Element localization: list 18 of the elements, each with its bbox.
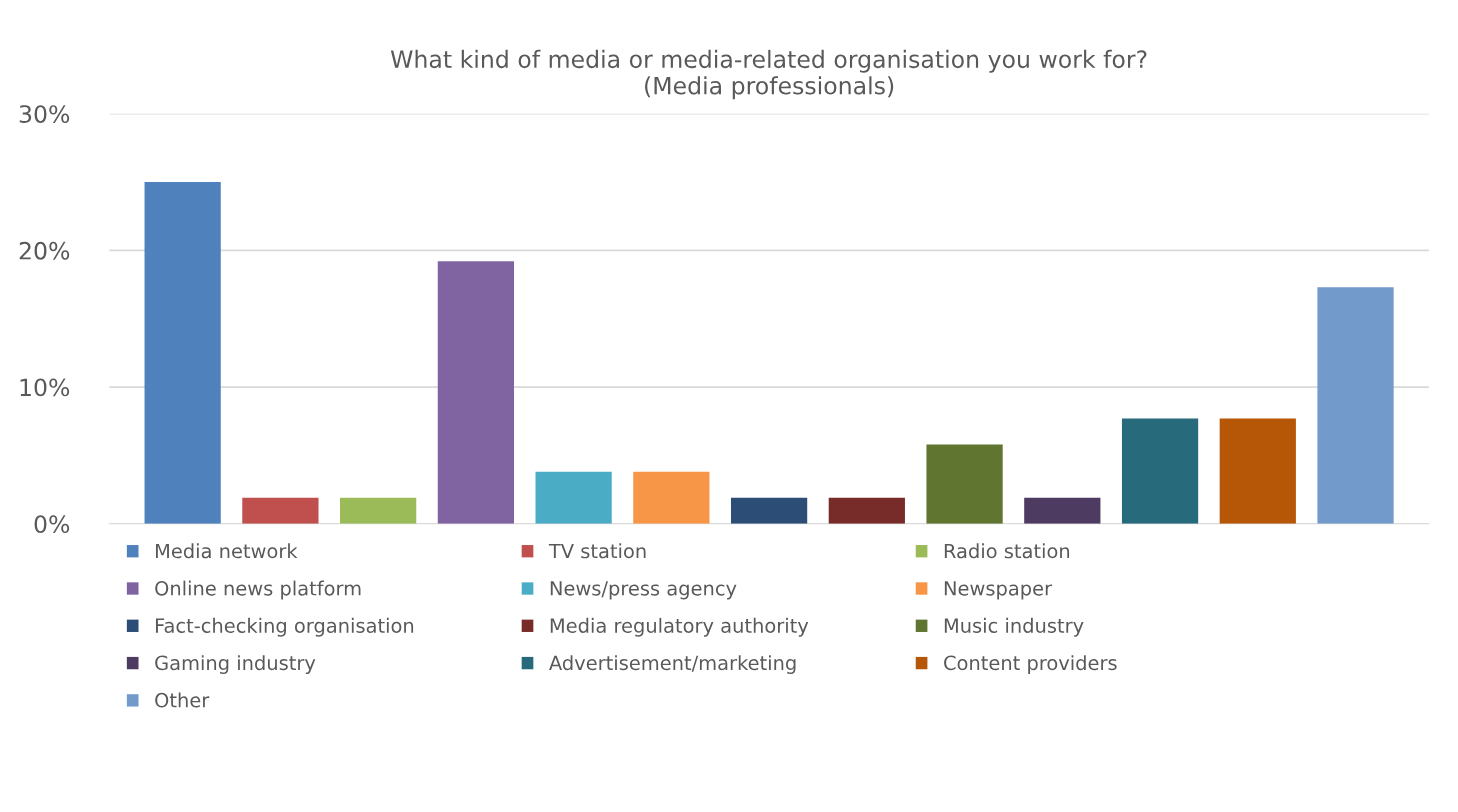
- y-tick-label: 0%: [34, 515, 70, 534]
- y-tick-label: 10%: [20, 378, 70, 397]
- legend-label: TV station: [548, 543, 646, 559]
- legend-label: Content providers: [944, 655, 1117, 674]
- legend-label: Fact-checking organisation: [155, 617, 414, 637]
- legend-label: Music industry: [944, 617, 1084, 637]
- legend-label: Online news platform: [155, 580, 361, 600]
- legend-label: Radio station: [944, 543, 1070, 559]
- legend-label: Other: [155, 692, 210, 708]
- chart-title: What kind of media or media-related organisation you work for? (Media professionals): [390, 49, 1147, 100]
- legend-label: Gaming industry: [155, 655, 316, 674]
- legend-label: News/press agency: [550, 581, 737, 600]
- y-tick-label: 20%: [19, 241, 70, 260]
- y-tick-label: 30%: [19, 105, 70, 123]
- legend-label: Media network: [155, 543, 298, 559]
- legend-label: Advertisement/marketing: [549, 655, 796, 674]
- legend-label: Newspaper: [944, 581, 1053, 600]
- legend-label: Media regulatory authority: [550, 617, 809, 637]
